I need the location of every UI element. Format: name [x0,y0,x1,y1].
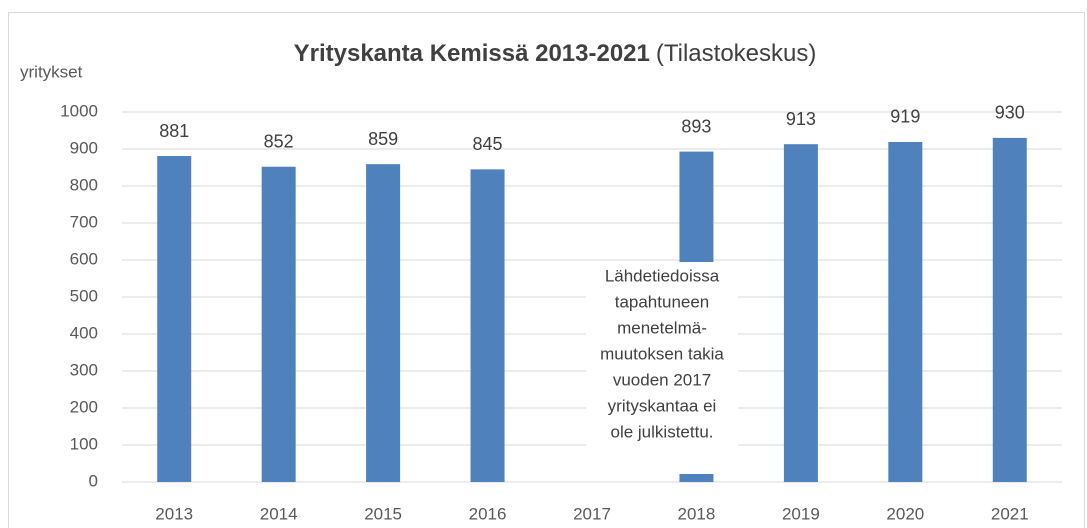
bar [157,156,192,482]
x-tick-label: 2021 [991,504,1029,523]
y-tick-label: 500 [70,286,98,305]
bar [992,137,1027,482]
y-tick-label: 900 [70,138,98,157]
annotation-line: ole julkistettu. [611,422,714,441]
x-tick-label: 2015 [364,504,402,523]
annotation-line: menetelmä- [617,318,707,337]
bar [261,166,296,482]
x-tick-label: 2019 [782,504,820,523]
bar [783,144,818,482]
annotation-line: yrityskantaa ei [608,396,717,415]
chart-title: Yrityskanta Kemissä 2013-2021 (Tilastokes… [294,40,817,67]
y-axis-label: yritykset [20,62,83,81]
y-tick-label: 800 [70,175,98,194]
annotation-box [586,262,738,474]
annotation-line: vuoden 2017 [613,370,711,389]
annotation-line: muutoksen takia [600,344,724,363]
y-tick-label: 100 [70,434,98,453]
y-tick-label: 400 [70,323,98,342]
annotation-line: tapahtuneen [615,292,710,311]
y-tick-label: 600 [70,249,98,268]
bar [366,164,401,483]
x-tick-label: 2014 [260,504,298,523]
value-label: 930 [995,103,1025,123]
y-tick-label: 700 [70,212,98,231]
title-main: Yrityskanta Kemissä 2013-2021 [294,40,650,67]
annotation-line: Lähdetiedoissa [605,266,720,285]
bar [888,141,923,482]
x-tick-label: 2013 [155,504,193,523]
value-label: 881 [159,121,189,141]
value-label: 919 [890,107,920,127]
x-tick-label: 2020 [886,504,924,523]
bar [470,169,505,482]
value-label: 845 [473,134,503,154]
value-label: 852 [264,132,294,152]
y-tick-label: 1000 [60,101,98,120]
x-tick-label: 2018 [678,504,716,523]
value-label: 859 [368,129,398,149]
y-tick-label: 300 [70,360,98,379]
value-label: 913 [786,109,816,129]
x-tick-label: 2016 [469,504,507,523]
y-tick-label: 200 [70,397,98,416]
value-label: 893 [681,116,711,136]
title-source: (Tilastokeskus) [656,40,816,67]
y-tick-label: 0 [89,471,98,490]
x-tick-label: 2017 [573,504,611,523]
